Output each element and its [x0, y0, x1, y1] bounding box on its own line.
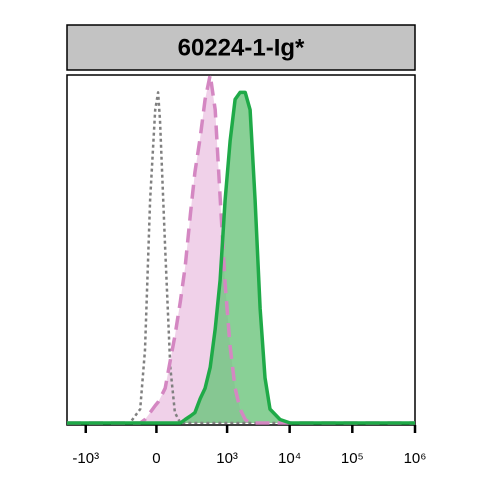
x-tick-label: 10⁴ — [278, 450, 301, 467]
chart-title: 60224-1-Ig* — [178, 34, 305, 61]
x-tick-label: 10⁵ — [341, 450, 364, 467]
area — [67, 92, 415, 424]
x-tick-label: 10⁶ — [404, 450, 427, 467]
title-box — [66, 24, 416, 71]
histogram-line — [67, 90, 415, 425]
histogram-line — [67, 73, 415, 425]
x-tick-label: 10³ — [216, 450, 238, 467]
x-tick-label: 0 — [152, 450, 160, 467]
plot — [67, 73, 415, 425]
x-tick-label: -10³ — [72, 450, 99, 467]
